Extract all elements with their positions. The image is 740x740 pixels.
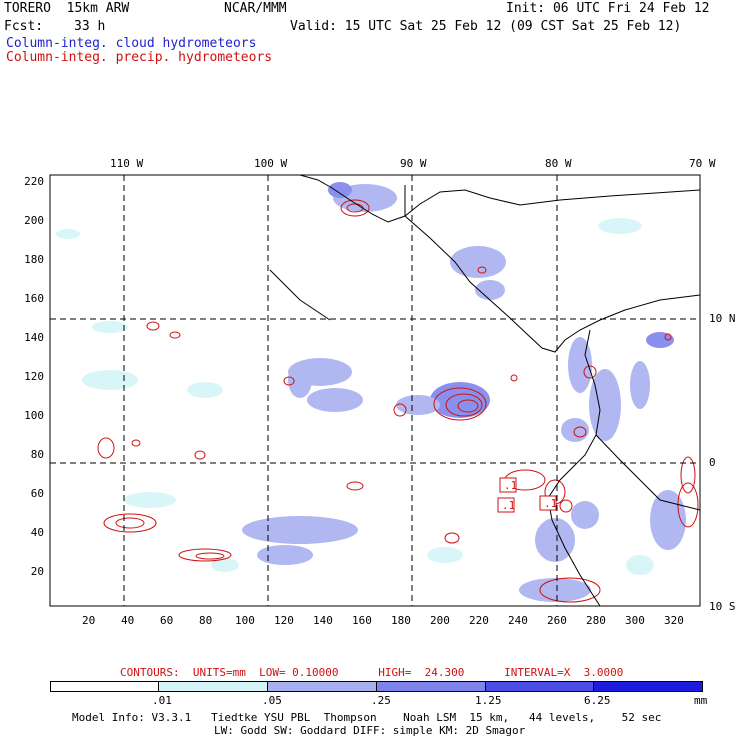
contours-info: CONTOURS: UNITS=mm LOW= 0.10000 HIGH= 24… [120, 666, 624, 679]
forecast-label: Fcst: [4, 19, 44, 34]
y-tick-label: 140 [24, 331, 44, 344]
lon-label: 100 W [254, 157, 288, 170]
org-label: NCAR/MMM [224, 1, 287, 16]
colorbar-unit: mm [694, 694, 708, 707]
lon-label: 70 W [689, 157, 716, 170]
cloud-shading [56, 182, 686, 602]
lat-label: 10 N [709, 312, 736, 325]
y-tick-label: 20 [30, 565, 44, 578]
colorbar-tick: .05 [262, 694, 282, 707]
x-tick-label: 40 [121, 614, 135, 627]
lat-label: 10 S [709, 600, 736, 613]
x-tick-label: 80 [199, 614, 213, 627]
colorbar-segment [267, 681, 377, 692]
precip-field-label: Column-integ. precip. hydrometeors [6, 50, 273, 65]
high-marker-label: .1 [544, 497, 558, 510]
x-tick-label: 240 [508, 614, 528, 627]
forecast-hour: 33 h [74, 19, 106, 34]
colorbar-tick: 6.25 [584, 694, 611, 707]
high-marker-label: .1 [504, 479, 518, 492]
colorbar-tick: 1.25 [475, 694, 502, 707]
colorbar-tick: .01 [152, 694, 172, 707]
high-markers [497, 477, 557, 513]
init-time: Init: 06 UTC Fri 24 Feb 12 [506, 1, 710, 16]
x-tick-label: 20 [82, 614, 96, 627]
x-tick-label: 300 [625, 614, 645, 627]
y-tick-label: 180 [24, 253, 44, 266]
y-tick-label: 100 [24, 409, 44, 422]
y-tick-label: 220 [24, 175, 44, 188]
y-tick-label: 200 [24, 214, 44, 227]
model-title: TORERO 15km ARW [4, 1, 130, 16]
colorbar-tick: .25 [371, 694, 391, 707]
map-frame [49, 174, 701, 607]
model-info-line1: Model Info: V3.3.1 Tiedtke YSU PBL Thomp… [72, 711, 662, 724]
lat-lon-grid [50, 175, 700, 606]
cloud-field-label: Column-integ. cloud hydrometeors [6, 36, 257, 51]
lon-label: 90 W [400, 157, 427, 170]
lon-label: 110 W [110, 157, 144, 170]
x-tick-label: 60 [160, 614, 174, 627]
x-tick-label: 220 [469, 614, 489, 627]
precip-contours [97, 199, 699, 603]
x-tick-label: 260 [547, 614, 567, 627]
x-tick-label: 100 [235, 614, 255, 627]
x-tick-label: 200 [430, 614, 450, 627]
colorbar-segment [593, 681, 703, 692]
coastlines [269, 175, 700, 606]
x-tick-label: 180 [391, 614, 411, 627]
lat-label: 0 [709, 456, 716, 469]
lon-label: 80 W [545, 157, 572, 170]
colorbar-segment [485, 681, 594, 692]
x-tick-label: 140 [313, 614, 333, 627]
colorbar-segment [158, 681, 268, 692]
x-tick-label: 120 [274, 614, 294, 627]
y-tick-label: 60 [30, 487, 44, 500]
colorbar-segment [376, 681, 486, 692]
colorbar-segment [50, 681, 159, 692]
y-tick-label: 40 [30, 526, 44, 539]
y-tick-label: 120 [24, 370, 44, 383]
x-tick-label: 160 [352, 614, 372, 627]
high-marker-label: .1 [502, 499, 516, 512]
x-tick-label: 280 [586, 614, 606, 627]
model-info-line2: LW: Godd SW: Goddard DIFF: simple KM: 2D… [214, 724, 526, 737]
y-tick-label: 80 [30, 448, 44, 461]
x-tick-label: 320 [664, 614, 684, 627]
valid-time: Valid: 15 UTC Sat 25 Feb 12 (09 CST Sat … [290, 19, 682, 34]
y-tick-label: 160 [24, 292, 44, 305]
